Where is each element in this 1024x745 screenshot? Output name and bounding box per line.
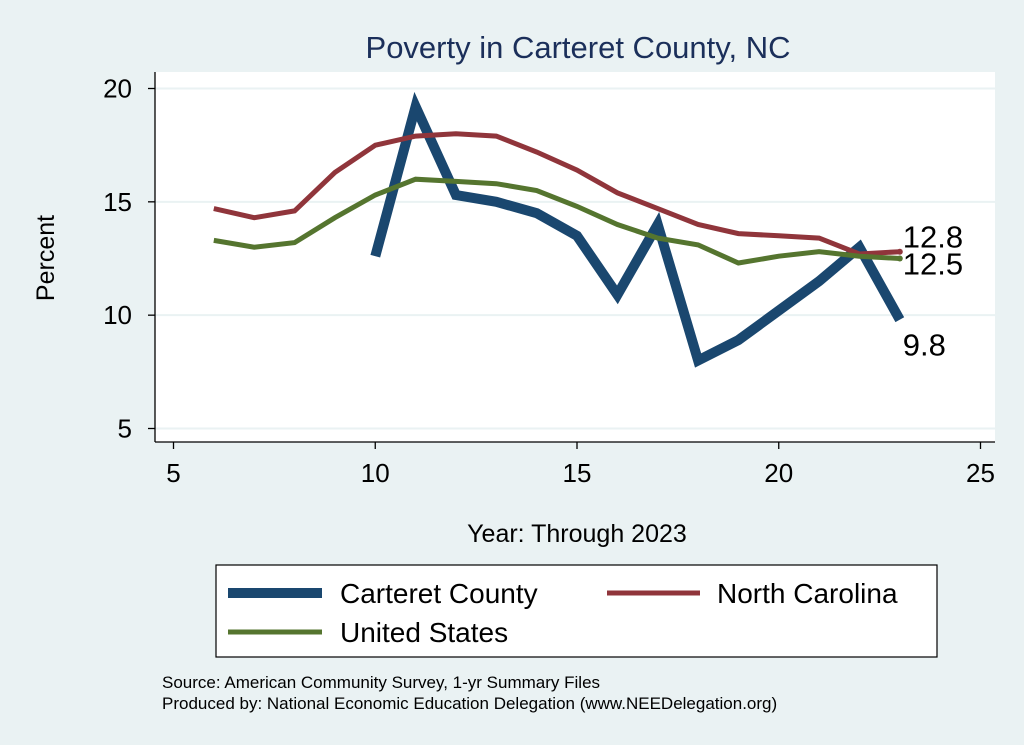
end-label-carteret-county: 9.8: [903, 328, 946, 363]
series-lines: [213, 91, 905, 368]
end-label-united-states: 12.5: [903, 247, 963, 282]
y-tick-label-20: 20: [103, 74, 132, 104]
legend-box: [215, 564, 938, 658]
end-label-north-carolina: 12.8: [903, 220, 963, 255]
series-line-united-states: [213, 176, 900, 266]
series-line-north-carolina: [213, 131, 900, 257]
y-tick-label-5: 5: [118, 414, 132, 444]
source-line-1: Source: American Community Survey, 1-yr …: [162, 673, 600, 692]
end-marker-north-carolina: [896, 248, 903, 255]
gridlines: [155, 87, 995, 430]
legend-label-united-states: United States: [340, 617, 508, 648]
end-labels: 9.8 12.812.5: [903, 220, 963, 363]
x-axis-label: Year: Through 2023: [467, 520, 687, 548]
x-tick-label-25: 25: [966, 458, 995, 488]
y-tick-label-10: 10: [103, 300, 132, 330]
legend: Carteret County North Carolina United Stat…: [228, 578, 898, 648]
series-line-carteret-county: [370, 91, 905, 368]
x-tick-label-10: 10: [361, 458, 390, 488]
x-tick-label-15: 15: [563, 458, 592, 488]
x-tick-label-20: 20: [764, 458, 793, 488]
legend-label-carteret-county: Carteret County: [340, 578, 538, 609]
y-tick-label-15: 15: [103, 187, 132, 217]
legend-label-north-carolina: North Carolina: [717, 578, 898, 609]
axes: 5 10 15 20 5 10 15 20 25: [103, 72, 995, 488]
end-marker-united-states: [896, 255, 903, 262]
y-axis-label: Percent: [32, 215, 60, 301]
chart-title: Poverty in Carteret County, NC: [366, 30, 791, 65]
source-line-2: Produced by: National Economic Education…: [162, 694, 777, 713]
x-tick-label-5: 5: [166, 458, 180, 488]
